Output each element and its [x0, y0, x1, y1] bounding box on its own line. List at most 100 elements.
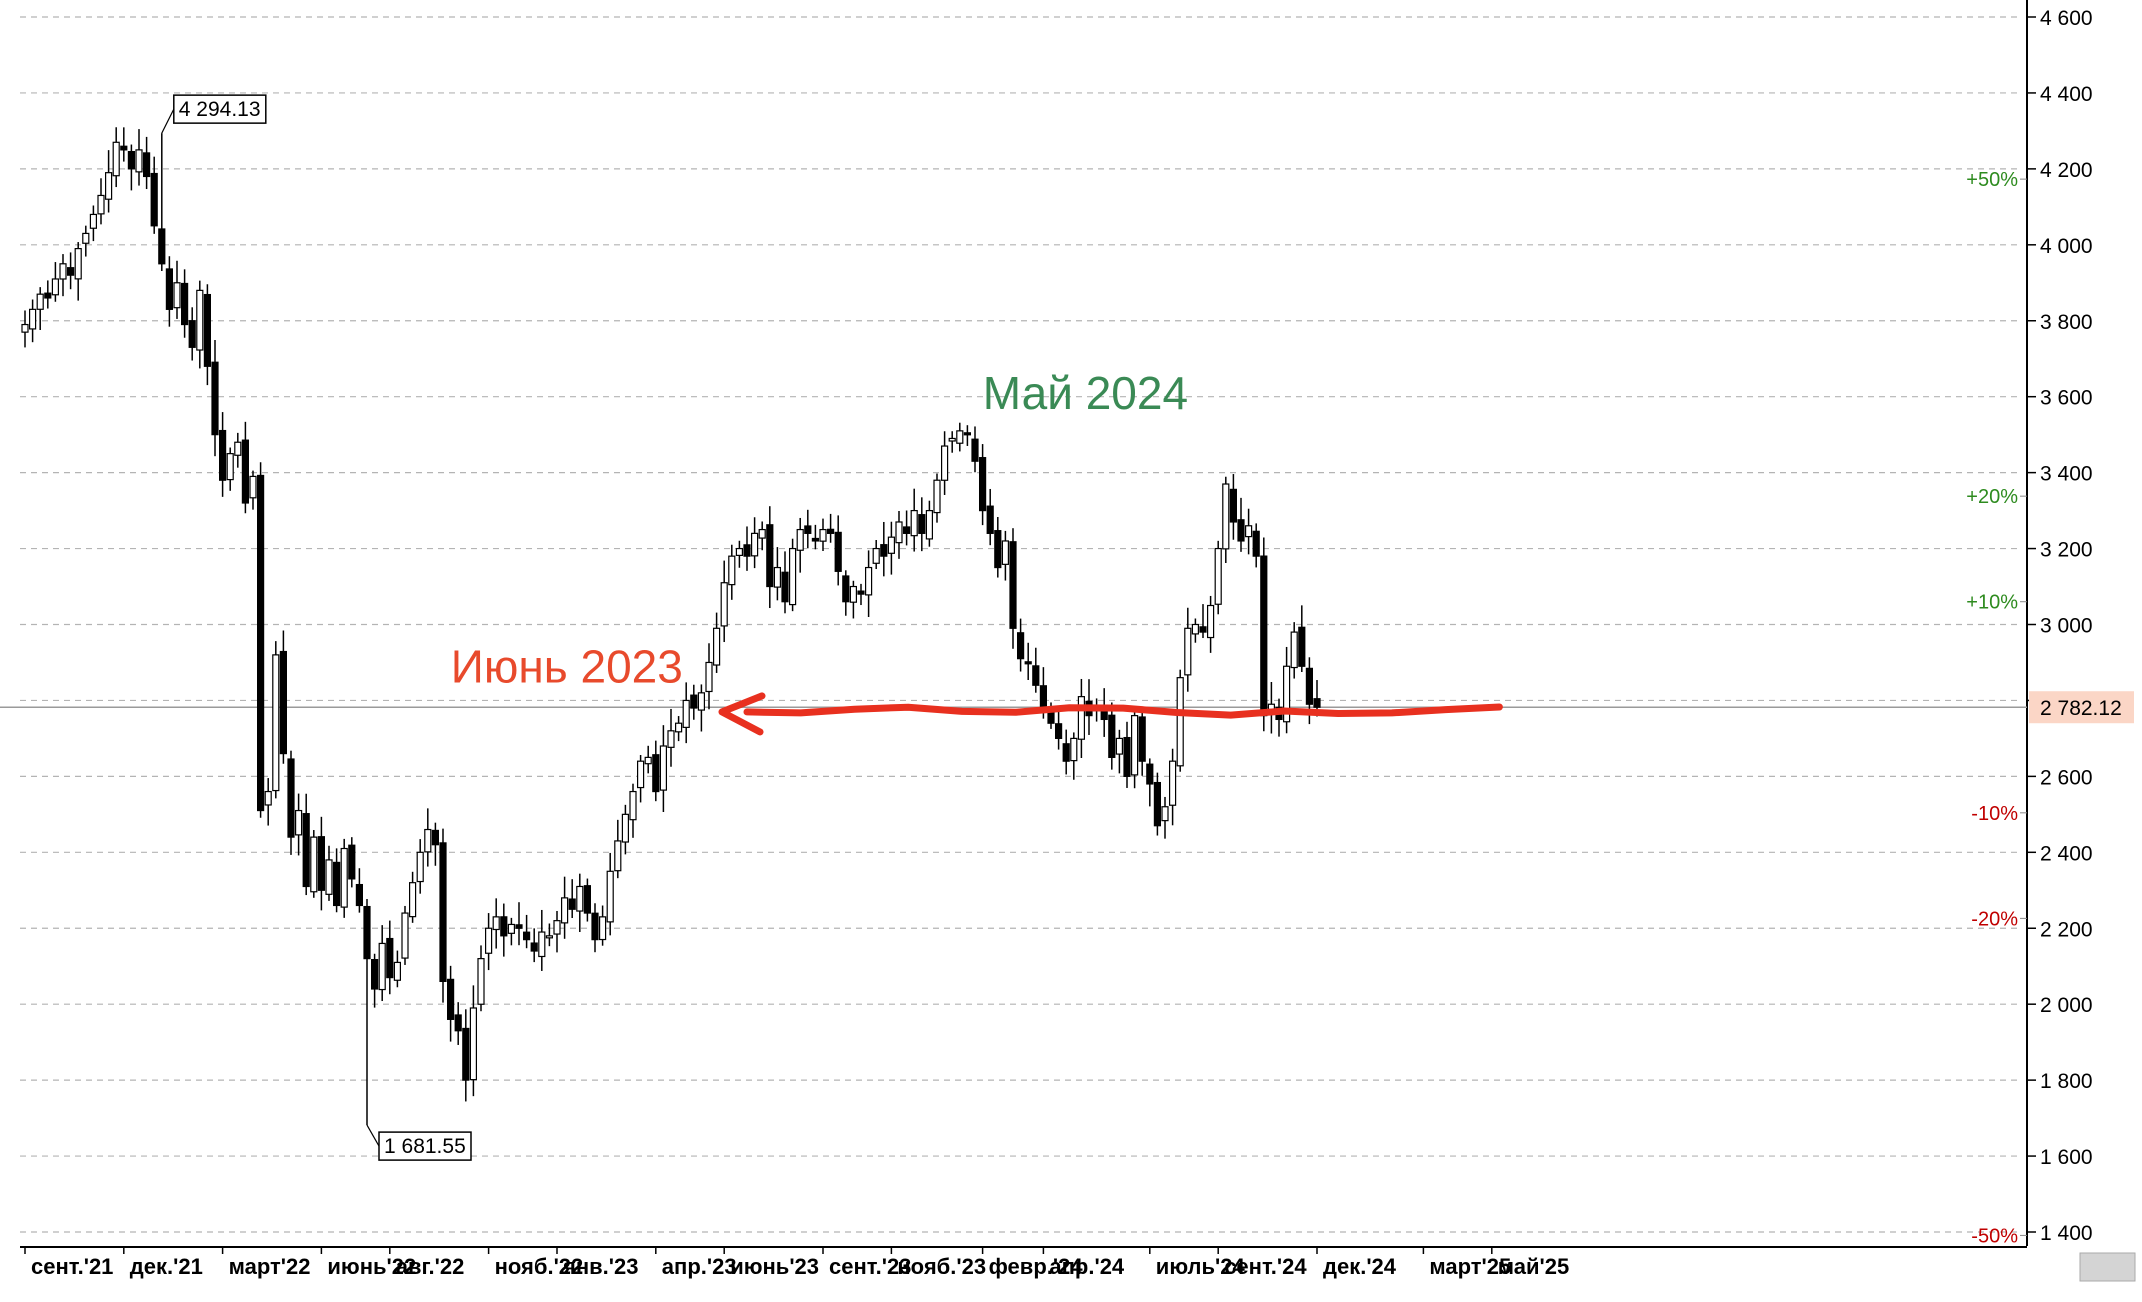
candle: [1016, 618, 1025, 672]
candle: [735, 540, 744, 568]
candle-body-up: [948, 437, 956, 442]
candle: [796, 517, 804, 573]
percent-label: -50%: [1971, 1225, 2018, 1247]
candle: [910, 488, 918, 552]
candle-body-up: [59, 263, 67, 280]
candle-body-down: [241, 439, 249, 504]
x-tick-label: дек.'21: [130, 1254, 203, 1279]
candle: [553, 910, 561, 953]
percent-label: -10%: [1971, 803, 2018, 825]
candle-body-down: [386, 937, 394, 979]
candle-body-down: [363, 905, 371, 960]
candle: [576, 873, 584, 933]
candle-body-down: [355, 883, 363, 907]
candle: [1123, 721, 1131, 788]
candle: [1100, 688, 1108, 737]
candle-body-up: [636, 760, 645, 789]
candle: [1115, 729, 1124, 774]
candle-body-down: [317, 836, 325, 891]
candle-body-down: [842, 575, 850, 603]
candle-body-down: [690, 694, 698, 709]
candle: [766, 506, 774, 609]
candle: [1260, 537, 1268, 732]
annotations-layer: 2 782.12 4 294.13 1 681.55 Июнь 2023 Май 202…: [161, 94, 2134, 1161]
candle: [682, 682, 690, 744]
candle-body-up: [1176, 677, 1184, 767]
candle: [667, 708, 675, 767]
y-tick-label: 3 800: [2040, 311, 2093, 334]
candle: [606, 852, 614, 936]
candle: [1282, 646, 1291, 734]
candle-body-up: [560, 897, 569, 924]
candle: [348, 837, 356, 888]
candle-body-up: [1206, 604, 1215, 639]
candle: [127, 144, 135, 191]
candle: [1161, 796, 1169, 839]
candle-body-up: [758, 528, 766, 539]
candle: [1001, 530, 1010, 581]
candle-body-up: [485, 927, 493, 954]
candle-body-down: [766, 524, 774, 588]
candle-body-up: [409, 882, 417, 918]
min-price-label: 1 681.55: [384, 1135, 466, 1158]
scroll-thumb[interactable]: [2079, 1252, 2136, 1282]
candle: [538, 909, 546, 971]
candle-body-down: [181, 282, 189, 326]
candle-body-down: [1024, 661, 1032, 665]
candle-body-down: [1016, 632, 1025, 660]
candle-body-down: [1138, 716, 1146, 762]
candle: [150, 156, 158, 234]
candle: [371, 953, 379, 1008]
candle-body-down: [583, 885, 592, 914]
x-tick-label: июль'24: [1156, 1254, 1246, 1279]
candle: [834, 515, 842, 586]
candle-body-up: [682, 699, 690, 728]
candle-body-up: [234, 441, 242, 456]
candle-body-down: [439, 842, 447, 983]
x-tick-label: нояб.'22: [495, 1254, 584, 1279]
candle: [241, 421, 249, 514]
candle-body-up: [667, 730, 675, 748]
candle: [51, 262, 60, 302]
candle-body-up: [621, 813, 630, 843]
y-tick-label: 4 400: [2040, 83, 2093, 106]
candle-body-up: [606, 870, 614, 923]
candle-body-down: [120, 145, 128, 151]
candle: [1070, 732, 1078, 780]
candle-body-down: [986, 505, 994, 534]
candle-body-down: [857, 590, 865, 595]
candle: [842, 570, 850, 616]
candle-body-up: [629, 790, 637, 821]
candle: [750, 517, 759, 569]
candle: [522, 914, 531, 949]
candle-body-down: [811, 537, 820, 542]
candle: [1191, 618, 1200, 643]
candle: [1298, 605, 1306, 672]
candle: [89, 205, 98, 242]
candle: [1146, 758, 1154, 807]
candle: [325, 845, 333, 901]
x-tick-label: сент.'23: [829, 1254, 911, 1279]
candle-body-up: [507, 923, 515, 934]
candle: [485, 913, 493, 971]
candle: [1176, 669, 1184, 772]
candle: [895, 510, 903, 559]
candle-body-down: [333, 861, 341, 907]
candle-body-up: [424, 828, 432, 853]
candle: [211, 339, 219, 457]
candle: [880, 521, 888, 577]
candle-body-down: [143, 152, 151, 178]
candle: [1290, 622, 1298, 679]
candle: [477, 945, 485, 1012]
candle: [636, 754, 645, 803]
candle-body-up: [796, 528, 804, 551]
y-tick-label: 4 000: [2040, 235, 2093, 258]
candle: [226, 447, 234, 491]
candle-body-up: [864, 566, 873, 596]
candle-body-up: [735, 547, 744, 556]
candle-body-up: [576, 885, 584, 912]
candle: [135, 129, 143, 186]
candle-body-up: [226, 453, 234, 481]
candle: [872, 540, 880, 570]
